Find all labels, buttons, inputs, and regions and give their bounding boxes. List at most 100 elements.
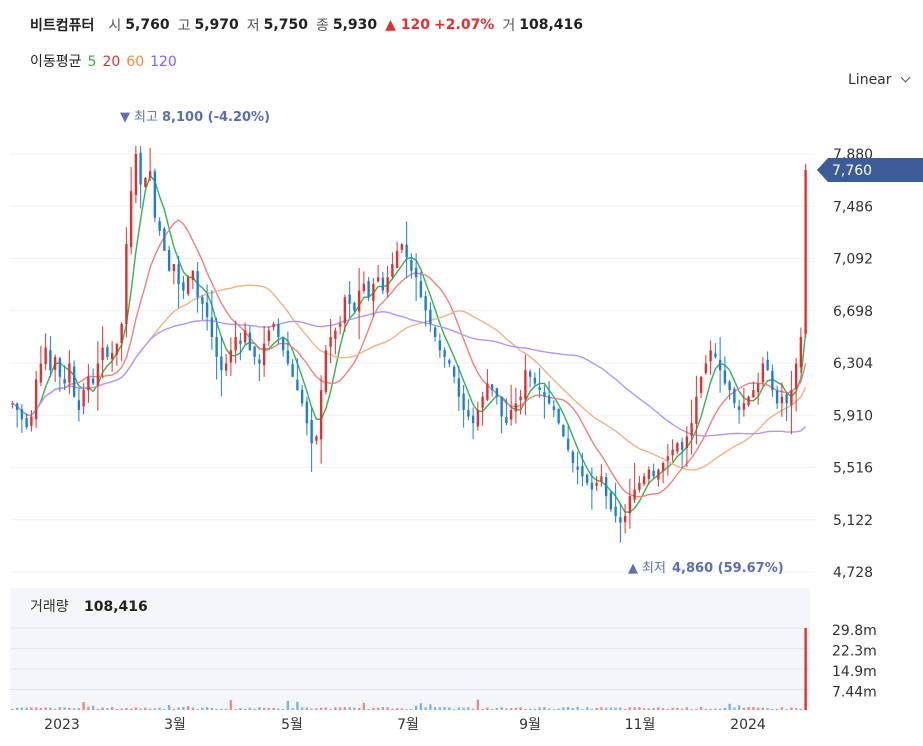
- volume-bar: [775, 708, 779, 710]
- time-tick-label: 2023: [44, 717, 80, 733]
- time-tick-label: 2024: [730, 717, 766, 733]
- candle-body: [733, 388, 736, 404]
- volume-bar: [348, 707, 351, 710]
- candle-body: [229, 350, 233, 363]
- candle-body: [438, 340, 442, 351]
- candle-body: [272, 323, 275, 328]
- candle-body: [443, 350, 446, 357]
- scale-type-dropdown[interactable]: Linear: [848, 72, 910, 88]
- candle-body: [676, 443, 679, 452]
- volume-bar: [386, 707, 389, 710]
- volume-bar: [291, 708, 294, 710]
- volume-bar: [58, 707, 62, 710]
- candle-body: [186, 277, 190, 294]
- ma5-legend[interactable]: 5: [87, 54, 97, 70]
- volume-tick-label: 14.9m: [832, 664, 877, 680]
- candle-body: [129, 191, 133, 248]
- volume-bar: [695, 708, 698, 710]
- low-value: 5,750: [263, 17, 308, 33]
- candle-body: [685, 436, 689, 449]
- candle-body: [552, 406, 556, 410]
- volume-bar: [509, 708, 513, 710]
- max-label: 최고: [134, 110, 158, 125]
- volume-bar: [790, 707, 793, 710]
- low-label: 저: [246, 18, 260, 34]
- candle-body: [201, 296, 204, 304]
- price-tick-label: 5,122: [833, 513, 873, 529]
- candle-body: [68, 363, 71, 383]
- candle-body: [571, 451, 575, 463]
- ma5-line: [11, 174, 807, 513]
- volume-bar: [761, 707, 765, 710]
- candle-body: [25, 417, 28, 428]
- volume-bar: [96, 708, 100, 710]
- price-tick-label: 7,092: [833, 252, 873, 268]
- volume-bar: [752, 707, 755, 710]
- volume-bar: [77, 708, 81, 710]
- quote-header: 비트컴퓨터 시 5,760 고 5,970 저 5,750 종 5,930 ▲ …: [30, 12, 591, 38]
- candle-body: [205, 302, 209, 318]
- candle-body: [106, 347, 109, 357]
- change-percent: +2.07%: [434, 17, 495, 33]
- volume-bar: [20, 707, 24, 710]
- candle-body: [467, 410, 470, 417]
- candle-body: [638, 482, 641, 490]
- volume-bar: [286, 700, 290, 710]
- candle-body: [785, 394, 788, 404]
- candle-body: [647, 469, 651, 480]
- moving-average-legend: 이동평균 5 20 60 120: [30, 51, 183, 71]
- volume-bar: [604, 707, 608, 710]
- volume-bar: [167, 704, 171, 710]
- price-gridlines: [10, 153, 815, 573]
- volume-bar: [538, 707, 541, 710]
- candle-body: [120, 323, 123, 343]
- volume-bar: [680, 708, 684, 710]
- volume-bar: [310, 708, 313, 710]
- candle-body: [614, 506, 617, 517]
- volume-bar: [39, 707, 43, 710]
- ma60-legend[interactable]: 60: [126, 54, 145, 70]
- candle-body: [353, 302, 356, 311]
- close-label: 종: [315, 18, 329, 34]
- candle-body: [457, 378, 461, 397]
- volume-bar: [144, 707, 147, 710]
- candle-body: [714, 353, 717, 357]
- volume-bar: [68, 707, 71, 710]
- open-label: 시: [108, 18, 122, 34]
- price-tick-label: 6,304: [833, 356, 873, 372]
- volume-tick-label: 22.3m: [832, 644, 877, 660]
- volume-bar: [400, 708, 404, 710]
- min-value: 4,860 (59.67%): [672, 561, 784, 576]
- volume-bar: [215, 708, 218, 710]
- volume-bar: [623, 708, 627, 710]
- volume-bar: [676, 707, 679, 710]
- candle-body: [771, 370, 774, 391]
- ma20-legend[interactable]: 20: [102, 54, 121, 70]
- volume-bar: [343, 707, 347, 710]
- candle-body: [766, 359, 769, 371]
- volume-bar: [742, 707, 746, 710]
- current-price-tag: 7,760: [817, 158, 923, 182]
- volume-bar: [718, 708, 722, 710]
- volume-bar: [500, 707, 503, 710]
- candle-body: [215, 337, 218, 357]
- volume-bar: [505, 708, 508, 710]
- candle-body: [657, 469, 660, 480]
- candle-body: [723, 370, 727, 384]
- candle-body: [343, 297, 347, 324]
- candle-body: [780, 396, 784, 404]
- candle-body: [690, 423, 693, 436]
- volume-bar: [72, 708, 76, 710]
- volume-bar: [229, 700, 233, 710]
- candle-body: [20, 409, 24, 420]
- volume-bar: [262, 707, 266, 710]
- time-tick-label: 11월: [625, 717, 656, 733]
- volume-bar: [614, 707, 617, 710]
- ma120-legend[interactable]: 120: [150, 54, 177, 70]
- volume-bar: [547, 708, 551, 710]
- volume-bar: [642, 708, 646, 710]
- candle-body: [633, 489, 636, 500]
- volume-bar: [429, 704, 432, 710]
- volume-bar: [704, 708, 708, 710]
